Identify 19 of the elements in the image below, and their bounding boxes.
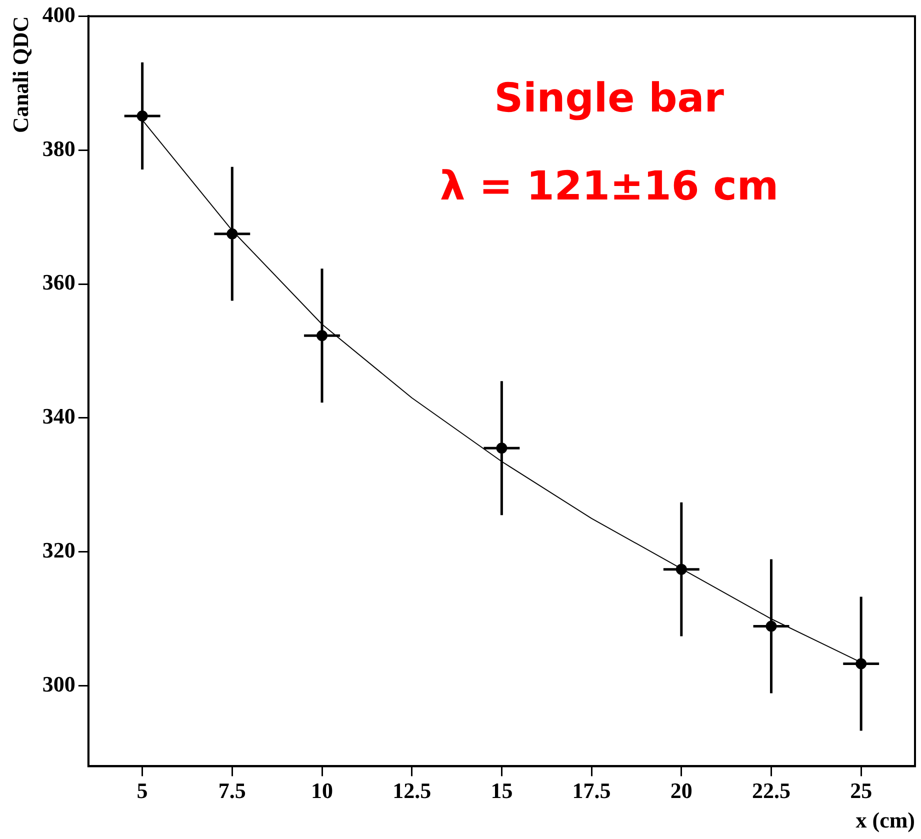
x-tick-label: 15 [490,778,513,804]
annotation: λ = 121±16 cm [440,164,778,210]
x-tick-label: 7.5 [218,778,246,804]
y-tick-label: 320 [42,538,76,563]
x-tick-label: 20 [670,778,692,804]
y-tick-label: 360 [42,270,76,295]
y-tick-label: 400 [42,2,76,27]
y-tick-label: 380 [42,136,76,161]
x-tick-label: 25 [850,778,872,804]
y-tick-label: 300 [42,672,76,697]
x-tick-label: 10 [311,778,334,804]
x-tick-label: 22.5 [752,778,790,804]
y-tick-label: 340 [42,404,76,429]
y-axis-title: Canali QDC [8,16,33,133]
x-tick-label: 17.5 [572,778,611,804]
annotation: Single bar [494,76,724,122]
x-tick-label: 12.5 [392,778,432,804]
x-tick-label: 5 [136,778,148,804]
x-axis-title: x (cm) [856,807,915,832]
